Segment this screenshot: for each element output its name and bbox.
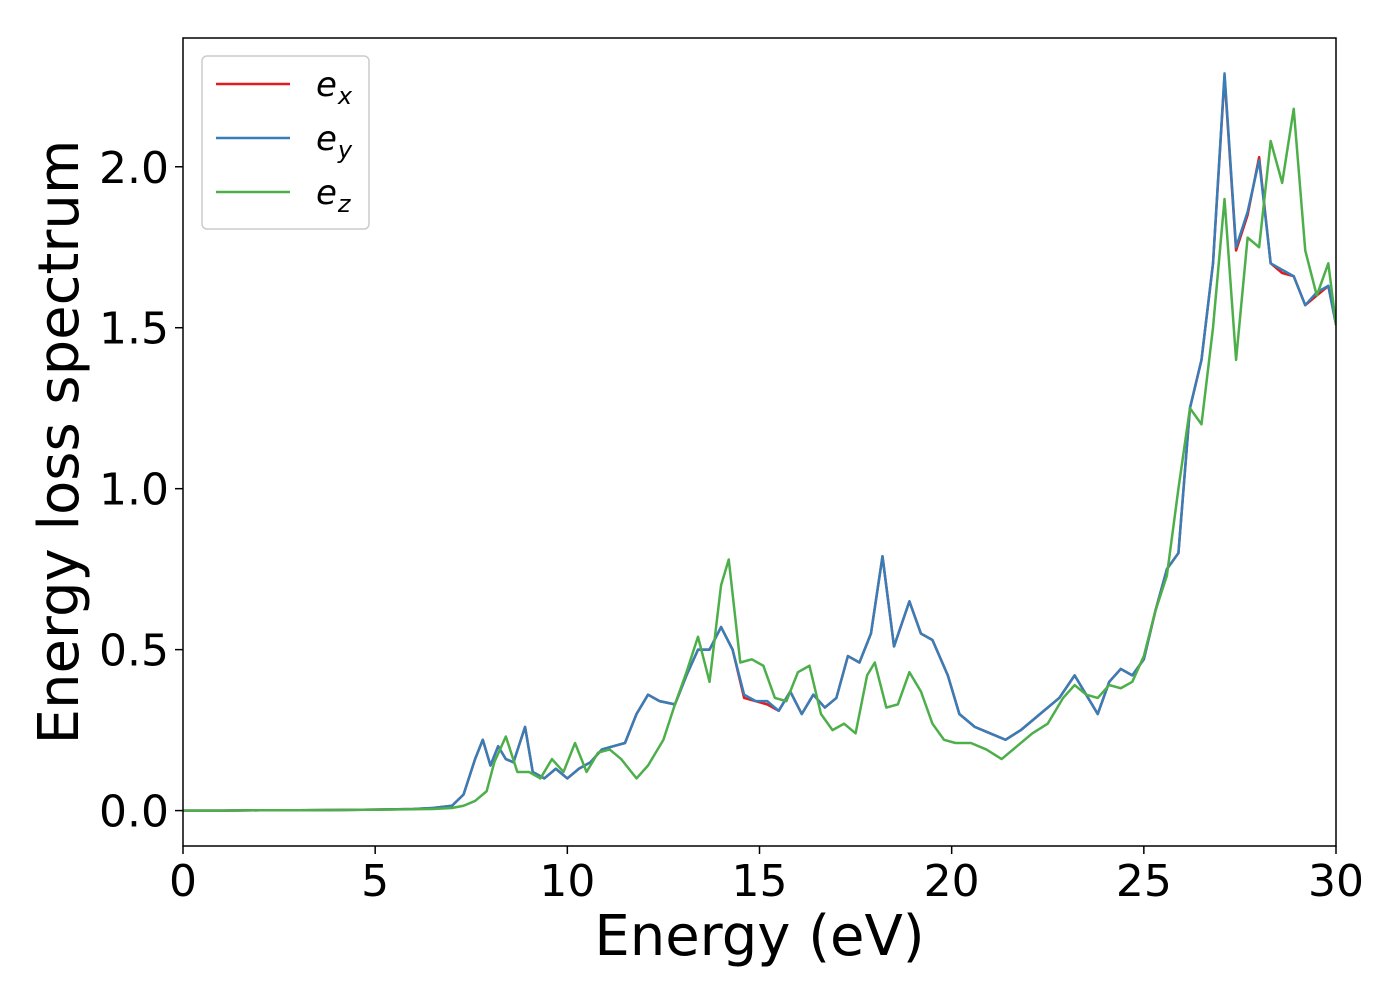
y-tick-label: 1.0	[99, 465, 169, 516]
y-axis-label: Energy loss spectrum	[27, 140, 92, 745]
x-axis-label: Energy (eV)	[594, 904, 924, 969]
legend-label-x: ex	[316, 65, 353, 110]
x-axis: 0 5 10 15 20 25 30	[169, 846, 1364, 907]
x-tick-label: 10	[539, 856, 595, 907]
series-layer	[183, 72, 1336, 812]
y-tick-label: 1.5	[99, 304, 169, 355]
legend-frame	[201, 55, 370, 230]
y-tick-label: 0.5	[99, 626, 169, 677]
x-tick-label: 30	[1308, 856, 1364, 907]
y-tick-label: 2.0	[99, 143, 169, 194]
y-axis: 0.0 0.5 1.0 1.5 2.0	[99, 143, 183, 838]
series-line-z	[183, 107, 1336, 812]
x-tick-label: 5	[361, 856, 389, 907]
x-tick-label: 20	[924, 856, 980, 907]
y-tick-label: 0.0	[99, 787, 169, 838]
x-tick-label: 15	[732, 856, 788, 907]
x-tick-label: 25	[1116, 856, 1172, 907]
x-tick-label: 0	[169, 856, 197, 907]
legend-label-y: ey	[316, 119, 353, 164]
